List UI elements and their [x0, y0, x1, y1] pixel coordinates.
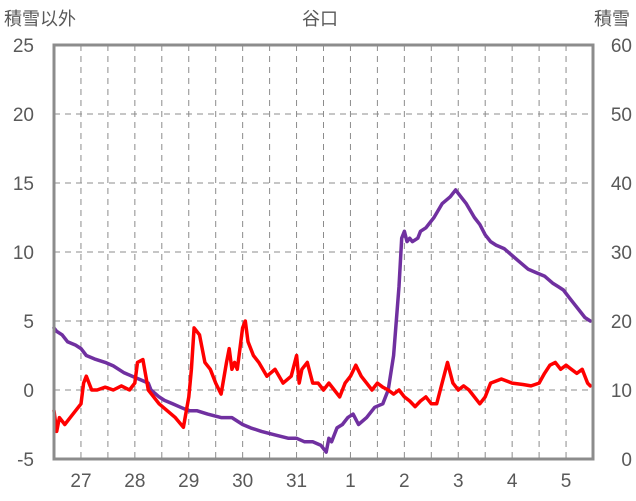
y-left-tick-label: 15: [13, 174, 34, 195]
other-measure-line: [52, 319, 593, 434]
y-right-tick-label: 20: [611, 312, 632, 333]
data-series: [52, 188, 593, 454]
x-tick-label: 31: [286, 471, 307, 492]
x-tick-label: 28: [124, 471, 145, 492]
x-tick-label: 4: [507, 471, 518, 492]
x-tick-label: 3: [453, 471, 464, 492]
x-tick-label: 27: [70, 471, 91, 492]
y-left-tick-label: 5: [23, 312, 34, 333]
y-left-tick-label: 20: [13, 105, 34, 126]
x-tick-label: 2: [399, 471, 410, 492]
x-tick-label: 29: [178, 471, 199, 492]
plot-frame: [52, 43, 595, 461]
x-tick-label: 30: [232, 471, 253, 492]
chart-title: 谷口: [302, 9, 338, 30]
y-right-tick-label: 50: [611, 105, 632, 126]
y-left-tick-label: -5: [17, 450, 34, 471]
grid-lines: [54, 45, 593, 459]
x-tick-label: 1: [345, 471, 356, 492]
y-left-axis-title: 積雪以外: [4, 9, 76, 30]
y-right-tick-label: 60: [611, 36, 632, 57]
y-left-tick-label: 25: [13, 36, 34, 57]
y-left-tick-label: 0: [23, 381, 34, 402]
y-right-axis-title: 積雪: [594, 9, 630, 30]
y-right-tick-label: 10: [611, 381, 632, 402]
y-right-tick-label: 0: [621, 450, 632, 471]
y-right-tick-label: 30: [611, 243, 632, 264]
y-left-tick-label: 10: [13, 243, 34, 264]
y-right-tick-label: 40: [611, 174, 632, 195]
x-tick-label: 5: [561, 471, 572, 492]
